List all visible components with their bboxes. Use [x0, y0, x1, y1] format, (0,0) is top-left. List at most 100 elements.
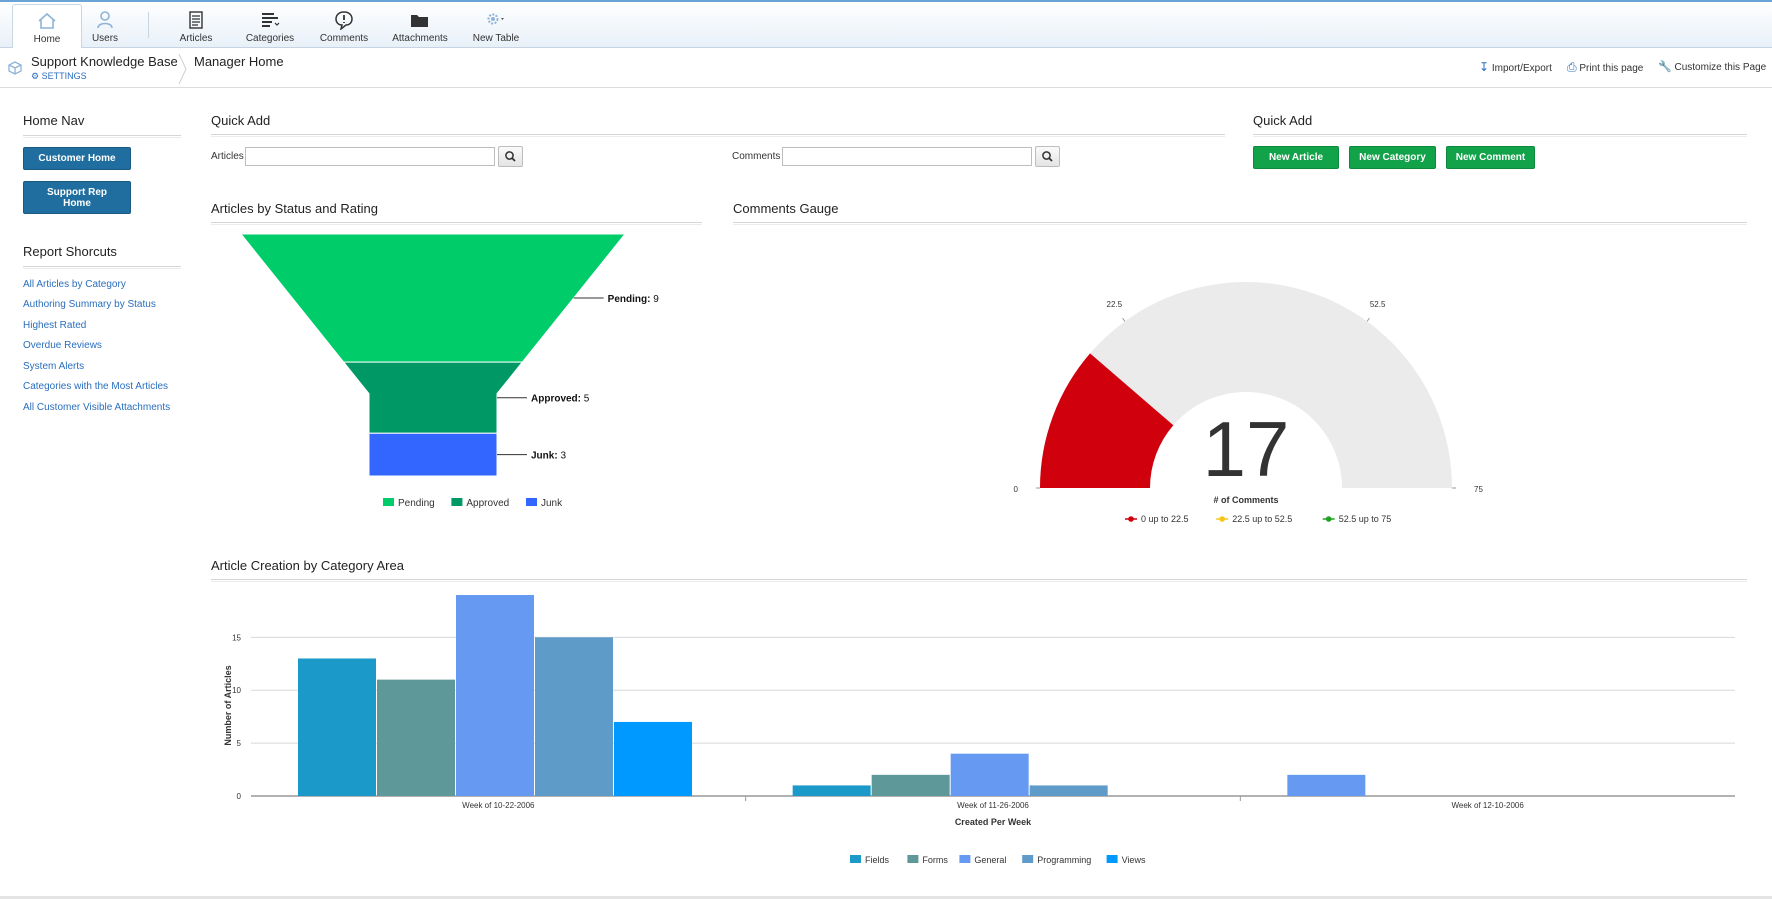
- comment-icon: [335, 11, 353, 30]
- gauge-value-arc: [1040, 353, 1174, 488]
- settings-link[interactable]: ⚙ SETTINGS: [31, 71, 87, 82]
- cube-icon: [8, 61, 22, 75]
- wrench-icon: 🔧: [1658, 61, 1672, 73]
- import-export-icon: ↧: [1479, 60, 1490, 74]
- shortcut-link[interactable]: System Alerts: [23, 361, 85, 372]
- gauge-tick-label: 0: [1014, 485, 1019, 494]
- bar: [456, 595, 534, 796]
- bar: [792, 785, 871, 796]
- quick-add-right-title: Quick Add: [1253, 113, 1313, 128]
- y-tick-label: 10: [232, 686, 241, 695]
- home-nav-title: Home Nav: [23, 113, 85, 128]
- bar-legend: Fields Forms General Programming Views: [850, 855, 1146, 865]
- toolbar-attachments-button[interactable]: Attachments: [385, 4, 455, 48]
- x-axis-title: Created Per Week: [955, 817, 1032, 827]
- shortcut-link[interactable]: Authoring Summary by Status: [23, 299, 156, 310]
- legend-marker: [1219, 516, 1225, 522]
- funnel-label: Approved: 5: [531, 394, 590, 405]
- toolbar-comments-label: Comments: [319, 33, 369, 44]
- funnel-chart: Pending: 9 Approved: 5 Junk: 3 Pending Appro…: [239, 233, 659, 509]
- toolbar-categories-label: Categories: [245, 33, 295, 44]
- toolbar-comments-button[interactable]: Comments: [309, 4, 379, 48]
- new-category-button[interactable]: New Category: [1349, 146, 1436, 169]
- bar: [614, 721, 692, 796]
- bar: [377, 679, 455, 796]
- funnel-legend: Pending Approved Junk: [383, 498, 563, 509]
- printer-icon: ⎙: [1567, 60, 1577, 74]
- shortcut-link[interactable]: All Customer Visible Attachments: [23, 402, 171, 413]
- y-axis-title: Number of Articles: [223, 665, 233, 745]
- articles-search-button[interactable]: [498, 146, 523, 167]
- gauge-tick-label: 75: [1474, 485, 1483, 494]
- gauge-tick: [1366, 317, 1370, 322]
- legend-label: Fields: [865, 855, 890, 865]
- funnel-segment: [342, 361, 524, 434]
- import-export-link[interactable]: ↧ Import/Export: [1479, 60, 1552, 74]
- legend-swatch: [383, 498, 394, 506]
- toolbar-home-button[interactable]: Home: [12, 4, 82, 48]
- toolbar-new-table-label: New Table: [472, 33, 520, 44]
- new-article-button[interactable]: New Article: [1253, 146, 1339, 169]
- y-tick-label: 15: [232, 633, 241, 642]
- page-header: Support Knowledge Base ⚙ SETTINGS Manage…: [0, 48, 1772, 88]
- search-icon: [1042, 151, 1053, 162]
- bar: [1287, 774, 1366, 796]
- import-export-label: Import/Export: [1491, 63, 1552, 74]
- bar: [535, 637, 613, 796]
- gauge-chart-title: Comments Gauge: [733, 201, 839, 216]
- home-nav-rule: [23, 135, 181, 138]
- shortcut-link[interactable]: All Articles by Category: [23, 279, 126, 290]
- gauge-tick: [1122, 317, 1126, 322]
- print-page-link[interactable]: ⎙ Print this page: [1567, 60, 1643, 75]
- legend-swatch: [1106, 855, 1118, 863]
- legend-marker: [1128, 516, 1134, 522]
- legend-label: 22.5 up to 52.5: [1232, 514, 1292, 524]
- toolbar-divider: [148, 12, 149, 38]
- gear-icon: [487, 13, 504, 25]
- shortcut-link[interactable]: Overdue Reviews: [23, 340, 102, 351]
- bar: [1029, 785, 1108, 796]
- x-tick-label: Week of 12-10-2006: [1451, 801, 1524, 810]
- user-icon: [97, 11, 113, 29]
- toolbar-users-button[interactable]: Users: [70, 4, 140, 48]
- legend-marker: [1325, 516, 1332, 522]
- legend-label: Junk: [541, 498, 563, 509]
- shortcut-link[interactable]: Highest Rated: [23, 320, 87, 331]
- comments-search-button[interactable]: [1035, 146, 1060, 167]
- toolbar-new-table-button[interactable]: New Table: [461, 4, 531, 48]
- bar-chart-title: Article Creation by Category Area: [211, 558, 404, 573]
- funnel-label: Junk: 3: [531, 451, 566, 462]
- bar-chart: 0 5 10 15 Week of 10-22-2006 Week of 11-26-20…: [223, 595, 1735, 865]
- customize-page-link[interactable]: 🔧 Customize this Page: [1658, 60, 1766, 73]
- breadcrumb-chevron-icon: [178, 54, 187, 84]
- legend-swatch: [1022, 855, 1034, 863]
- quick-add-right-rule: [1253, 134, 1747, 137]
- gauge-legend: 0 up to 22.5 22.5 up to 52.5 52.5 up to 75: [1125, 514, 1391, 524]
- gauge-tick-label: 52.5: [1370, 300, 1386, 309]
- bar-chart-rule: [211, 579, 1747, 582]
- gauge-tick-label: 22.5: [1107, 300, 1123, 309]
- bar: [298, 658, 376, 796]
- legend-label: General: [974, 855, 1006, 865]
- shortcut-link[interactable]: Categories with the Most Articles: [23, 381, 169, 392]
- gear-icon: ⚙: [31, 71, 40, 81]
- toolbar-home-label: Home: [33, 34, 61, 45]
- comments-search-input[interactable]: [782, 147, 1032, 166]
- toolbar-categories-button[interactable]: Categories: [235, 4, 305, 48]
- articles-search-input[interactable]: [245, 147, 495, 166]
- customer-home-button[interactable]: Customer Home: [23, 147, 131, 170]
- new-comment-button[interactable]: New Comment: [1446, 146, 1535, 169]
- funnel-chart-title: Articles by Status and Rating: [211, 201, 378, 216]
- toolbar-attachments-label: Attachments: [392, 33, 448, 44]
- support-rep-home-button[interactable]: Support Rep Home: [23, 181, 131, 214]
- y-tick-label: 5: [237, 739, 242, 748]
- comments-search-label: Comments: [732, 151, 781, 162]
- toolbar-users-label: Users: [91, 33, 119, 44]
- toolbar-articles-button[interactable]: Articles: [161, 4, 231, 48]
- page-bottom-border: [0, 896, 1772, 899]
- app-title[interactable]: Support Knowledge Base: [31, 54, 178, 69]
- x-tick-label: Week of 11-26-2006: [957, 801, 1029, 810]
- legend-label: 0 up to 22.5: [1141, 514, 1189, 524]
- settings-label: SETTINGS: [41, 71, 87, 81]
- x-tick-label: Week of 10-22-2006: [462, 801, 535, 810]
